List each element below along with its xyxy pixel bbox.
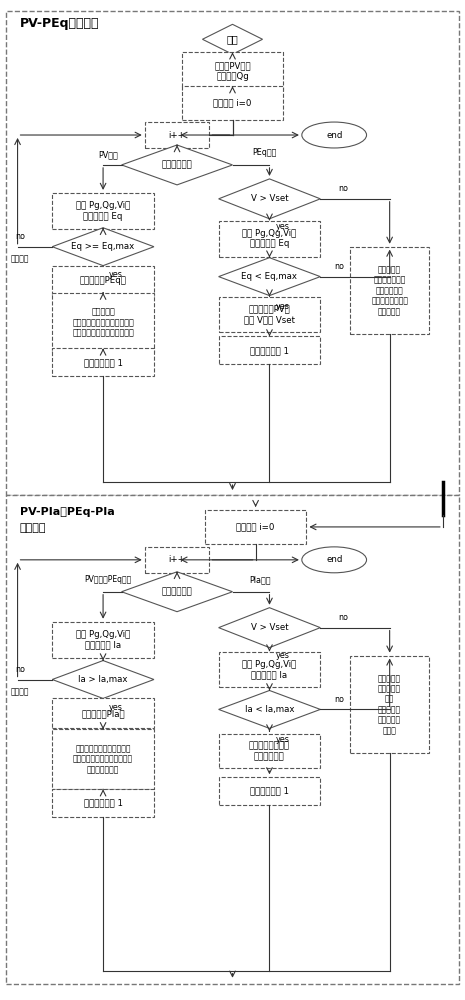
- Text: Eq >= Eq,max: Eq >= Eq,max: [72, 242, 135, 251]
- Text: 节点切换为PEq型: 节点切换为PEq型: [80, 276, 126, 285]
- Text: 转换次数置为 1: 转换次数置为 1: [250, 346, 289, 355]
- Text: no: no: [15, 232, 25, 241]
- Text: yes: yes: [275, 651, 289, 660]
- Text: yes: yes: [109, 270, 123, 279]
- Text: 转换次数置为 1: 转换次数置为 1: [84, 358, 123, 367]
- Ellipse shape: [302, 122, 366, 148]
- FancyBboxPatch shape: [182, 52, 283, 90]
- FancyBboxPatch shape: [52, 193, 154, 229]
- FancyBboxPatch shape: [219, 221, 320, 257]
- Polygon shape: [121, 145, 232, 185]
- Polygon shape: [202, 24, 263, 54]
- Text: yes: yes: [275, 302, 289, 311]
- FancyBboxPatch shape: [350, 247, 429, 334]
- Text: 计算扩展雅可比矩阵修正量
计算越限下的发电机无功出力
记录原节点类型: 计算扩展雅可比矩阵修正量 计算越限下的发电机无功出力 记录原节点类型: [73, 744, 133, 774]
- Text: 平衡节点: 平衡节点: [11, 254, 29, 263]
- Text: 转换次数置为 1: 转换次数置为 1: [250, 787, 289, 796]
- Ellipse shape: [302, 547, 366, 573]
- Text: V > Vset: V > Vset: [251, 623, 288, 632]
- Text: i++: i++: [169, 555, 186, 564]
- Text: PIa节点: PIa节点: [250, 575, 271, 584]
- Text: 计算各PV节点
无功出力Qg: 计算各PV节点 无功出力Qg: [214, 61, 251, 81]
- Text: 置过 Pg,Qg,Vi计
算电枢电流 Ia: 置过 Pg,Qg,Vi计 算电枢电流 Ia: [242, 660, 297, 679]
- Text: 节点切换回PV型
电压 V回到 Vset: 节点切换回PV型 电压 V回到 Vset: [244, 305, 295, 324]
- Text: yes: yes: [275, 222, 289, 231]
- Text: no: no: [334, 262, 344, 271]
- Text: PV节点: PV节点: [98, 150, 118, 159]
- Polygon shape: [52, 661, 154, 698]
- FancyBboxPatch shape: [6, 11, 459, 495]
- Polygon shape: [219, 179, 320, 219]
- Text: no: no: [15, 665, 25, 674]
- FancyBboxPatch shape: [52, 293, 154, 352]
- Text: 开始: 开始: [226, 34, 239, 44]
- FancyBboxPatch shape: [219, 297, 320, 332]
- Text: 计算功角，
计算扩展雅可比矩阵修正量，
计算越限下的发电机无功出力: 计算功角， 计算扩展雅可比矩阵修正量， 计算越限下的发电机无功出力: [72, 308, 134, 337]
- FancyBboxPatch shape: [182, 86, 283, 120]
- Text: i++: i++: [169, 131, 186, 140]
- FancyBboxPatch shape: [219, 652, 320, 687]
- Text: yes: yes: [109, 703, 123, 712]
- Text: Ia > Ia,max: Ia > Ia,max: [78, 675, 128, 684]
- FancyBboxPatch shape: [52, 729, 154, 789]
- Text: Eq < Eq,max: Eq < Eq,max: [241, 272, 298, 281]
- Text: 判断节点类型: 判断节点类型: [162, 587, 193, 596]
- FancyBboxPatch shape: [219, 734, 320, 768]
- Text: V > Vset: V > Vset: [251, 194, 288, 203]
- FancyBboxPatch shape: [52, 348, 154, 376]
- Text: 计算扩展雅
可比矩阵修
正量
计算越限下
的发电机无
功出力: 计算扩展雅 可比矩阵修 正量 计算越限下 的发电机无 功出力: [378, 674, 401, 735]
- Text: 平衡节点: 平衡节点: [11, 687, 29, 696]
- FancyBboxPatch shape: [219, 336, 320, 364]
- FancyBboxPatch shape: [52, 266, 154, 296]
- Text: Ia < Ia,max: Ia < Ia,max: [245, 705, 294, 714]
- Text: end: end: [326, 555, 342, 564]
- FancyBboxPatch shape: [219, 777, 320, 805]
- FancyBboxPatch shape: [350, 656, 429, 753]
- Text: 计算功角，
计算扩展雅可比
矩阵修正量，
计算越限下的发电
机无功出力: 计算功角， 计算扩展雅可比 矩阵修正量， 计算越限下的发电 机无功出力: [371, 265, 408, 316]
- Polygon shape: [219, 258, 320, 296]
- Polygon shape: [121, 572, 232, 612]
- FancyBboxPatch shape: [145, 122, 209, 148]
- FancyBboxPatch shape: [52, 789, 154, 817]
- Text: PV-PEq双向转换: PV-PEq双向转换: [20, 17, 100, 30]
- Polygon shape: [219, 608, 320, 648]
- Text: 置过 Pg,Qg,Vi计
算空载电势 Eq: 置过 Pg,Qg,Vi计 算空载电势 Eq: [242, 229, 297, 248]
- Text: 判断节点类型: 判断节点类型: [162, 160, 193, 169]
- FancyBboxPatch shape: [52, 622, 154, 658]
- FancyBboxPatch shape: [52, 698, 154, 728]
- Text: PV-PIa，PEq-PIa: PV-PIa，PEq-PIa: [20, 507, 115, 517]
- Polygon shape: [52, 228, 154, 266]
- Text: no: no: [339, 184, 348, 193]
- Text: no: no: [334, 695, 344, 704]
- Text: 节点切换为PIa型: 节点切换为PIa型: [81, 709, 125, 718]
- FancyBboxPatch shape: [145, 547, 209, 573]
- Text: 发电机号 i=0: 发电机号 i=0: [236, 522, 275, 531]
- Text: end: end: [326, 131, 342, 140]
- Text: PV节点或PEq节点: PV节点或PEq节点: [84, 575, 131, 584]
- Text: no: no: [339, 613, 348, 622]
- FancyBboxPatch shape: [205, 510, 306, 544]
- Polygon shape: [219, 690, 320, 728]
- Text: PEq节点: PEq节点: [252, 148, 277, 157]
- Text: 节点切换回原类型
相应处理方法: 节点切换回原类型 相应处理方法: [249, 742, 290, 761]
- Text: 置过 Pg,Qg,Vi计
算空载电势 Eq: 置过 Pg,Qg,Vi计 算空载电势 Eq: [76, 201, 130, 221]
- Text: 双向转换: 双向转换: [20, 523, 46, 533]
- FancyBboxPatch shape: [6, 495, 459, 984]
- Text: 置过 Pg,Qg,Vi计
算电枢电流 Ia: 置过 Pg,Qg,Vi计 算电枢电流 Ia: [76, 630, 130, 649]
- Text: 发电机号 i=0: 发电机号 i=0: [213, 99, 252, 108]
- Text: 转换次数置为 1: 转换次数置为 1: [84, 799, 123, 808]
- Text: yes: yes: [275, 735, 289, 744]
